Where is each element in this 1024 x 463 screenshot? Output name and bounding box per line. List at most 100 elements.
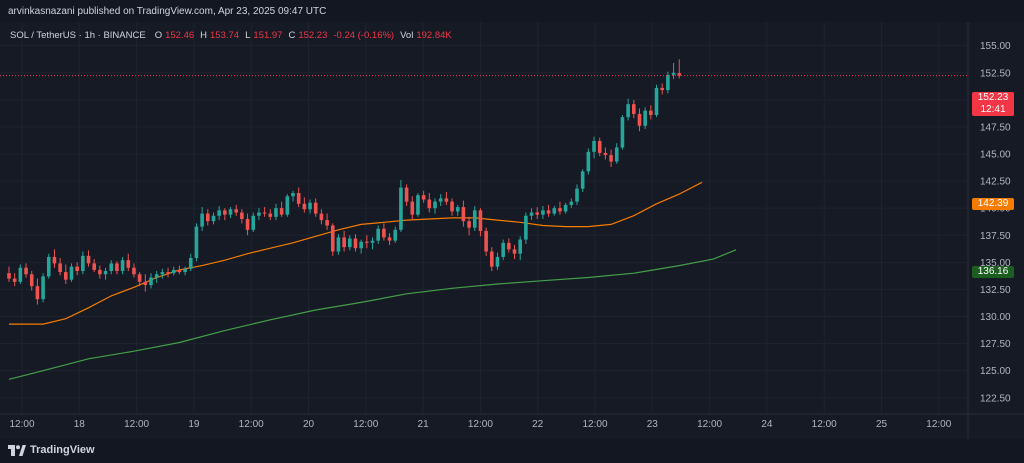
y-tick-label: 147.50 [980,122,1011,133]
candle-body [376,228,380,241]
candle-body [359,241,363,249]
candle-body [438,198,443,202]
ma-slow-tag: 136.16 [972,265,1014,278]
candle-body [467,221,471,228]
chart-pane[interactable]: 155.00152.50150.00147.50145.00142.50140.… [0,22,1024,439]
candle-body [132,267,136,275]
candle-body [552,208,557,214]
candle-body [671,72,676,75]
x-tick-label: 12:00 [926,419,951,430]
candle [490,247,494,271]
candle-body [7,273,11,279]
candle-body [614,147,619,162]
candle-body [285,196,290,215]
candle-body [143,281,148,286]
candle [393,226,398,243]
candle-body [370,240,375,243]
candle-body [558,208,562,212]
candle [552,206,557,216]
candle [365,235,369,249]
candle-body [228,209,233,215]
symbol-label[interactable]: SOL / TetherUS · 1h · BINANCE [10,30,146,41]
price-chart[interactable]: 155.00152.50150.00147.50145.00142.50140.… [0,22,1024,439]
candle [575,184,579,205]
candle-body [461,207,466,222]
candle [609,149,613,167]
candle [109,260,114,275]
header-bar: arvinkasnazani published on TradingView.… [0,0,1024,22]
candle [41,273,45,303]
candle [171,266,176,276]
candle [200,207,204,231]
candle-body [626,104,630,118]
candle-body [274,208,278,217]
candle-body [75,266,79,271]
candle [467,216,471,236]
candle [223,208,227,221]
x-tick-label: 12:00 [353,419,378,430]
candle [660,83,664,95]
change-value: -0.24 (-0.16%) [333,30,395,41]
candle-body [404,187,409,202]
tradingview-logo[interactable]: TradingView [8,444,95,456]
candle [450,198,454,216]
candle-body [257,212,261,216]
candle [75,262,79,276]
candle-body [575,188,579,202]
candle-body [507,242,511,250]
candle [518,236,522,261]
candle-body [444,198,449,202]
candle [427,193,432,213]
candle-body [546,210,551,214]
candle-body [120,260,125,271]
candle-body [399,187,403,230]
candle [154,271,159,283]
candle-body [200,213,204,227]
candle-body [580,171,585,189]
candle-body [433,201,437,209]
candle-body [177,269,182,273]
candle-body [336,237,341,252]
candle-body [654,87,659,115]
candle-body [29,274,34,287]
candle [404,184,409,206]
candle-body [637,113,642,126]
y-tick-label: 142.50 [980,177,1011,188]
y-tick-label: 122.50 [980,393,1011,404]
candle [103,267,108,280]
candle [291,190,295,202]
candle-body [211,215,216,222]
candle [455,204,460,216]
y-tick-label: 125.00 [980,366,1011,377]
candle [313,198,318,217]
candle-body [291,193,295,197]
candle [410,196,415,219]
tradingview-wordmark: TradingView [30,444,95,456]
candle [376,225,380,244]
candle [29,271,34,291]
candle [353,234,358,252]
candle [643,107,647,130]
candle [257,208,261,221]
candle [507,238,511,253]
y-tick-label: 152.50 [980,68,1011,79]
candle-body [586,151,591,172]
candle-body [421,195,426,200]
candle [137,272,142,287]
candle [98,265,102,279]
y-tick-label: 145.00 [980,150,1011,161]
candle [433,198,437,214]
candle-body [115,263,119,271]
candle [666,71,670,94]
candle [12,273,17,287]
candle [586,148,591,175]
candle-body [109,263,114,271]
candle [234,204,238,216]
candle-body [620,117,625,148]
candle-body [171,269,176,274]
footer-bar: TradingView [0,439,1024,463]
candle [416,193,420,217]
candle [671,63,676,80]
x-tick-label: 19 [188,419,200,430]
